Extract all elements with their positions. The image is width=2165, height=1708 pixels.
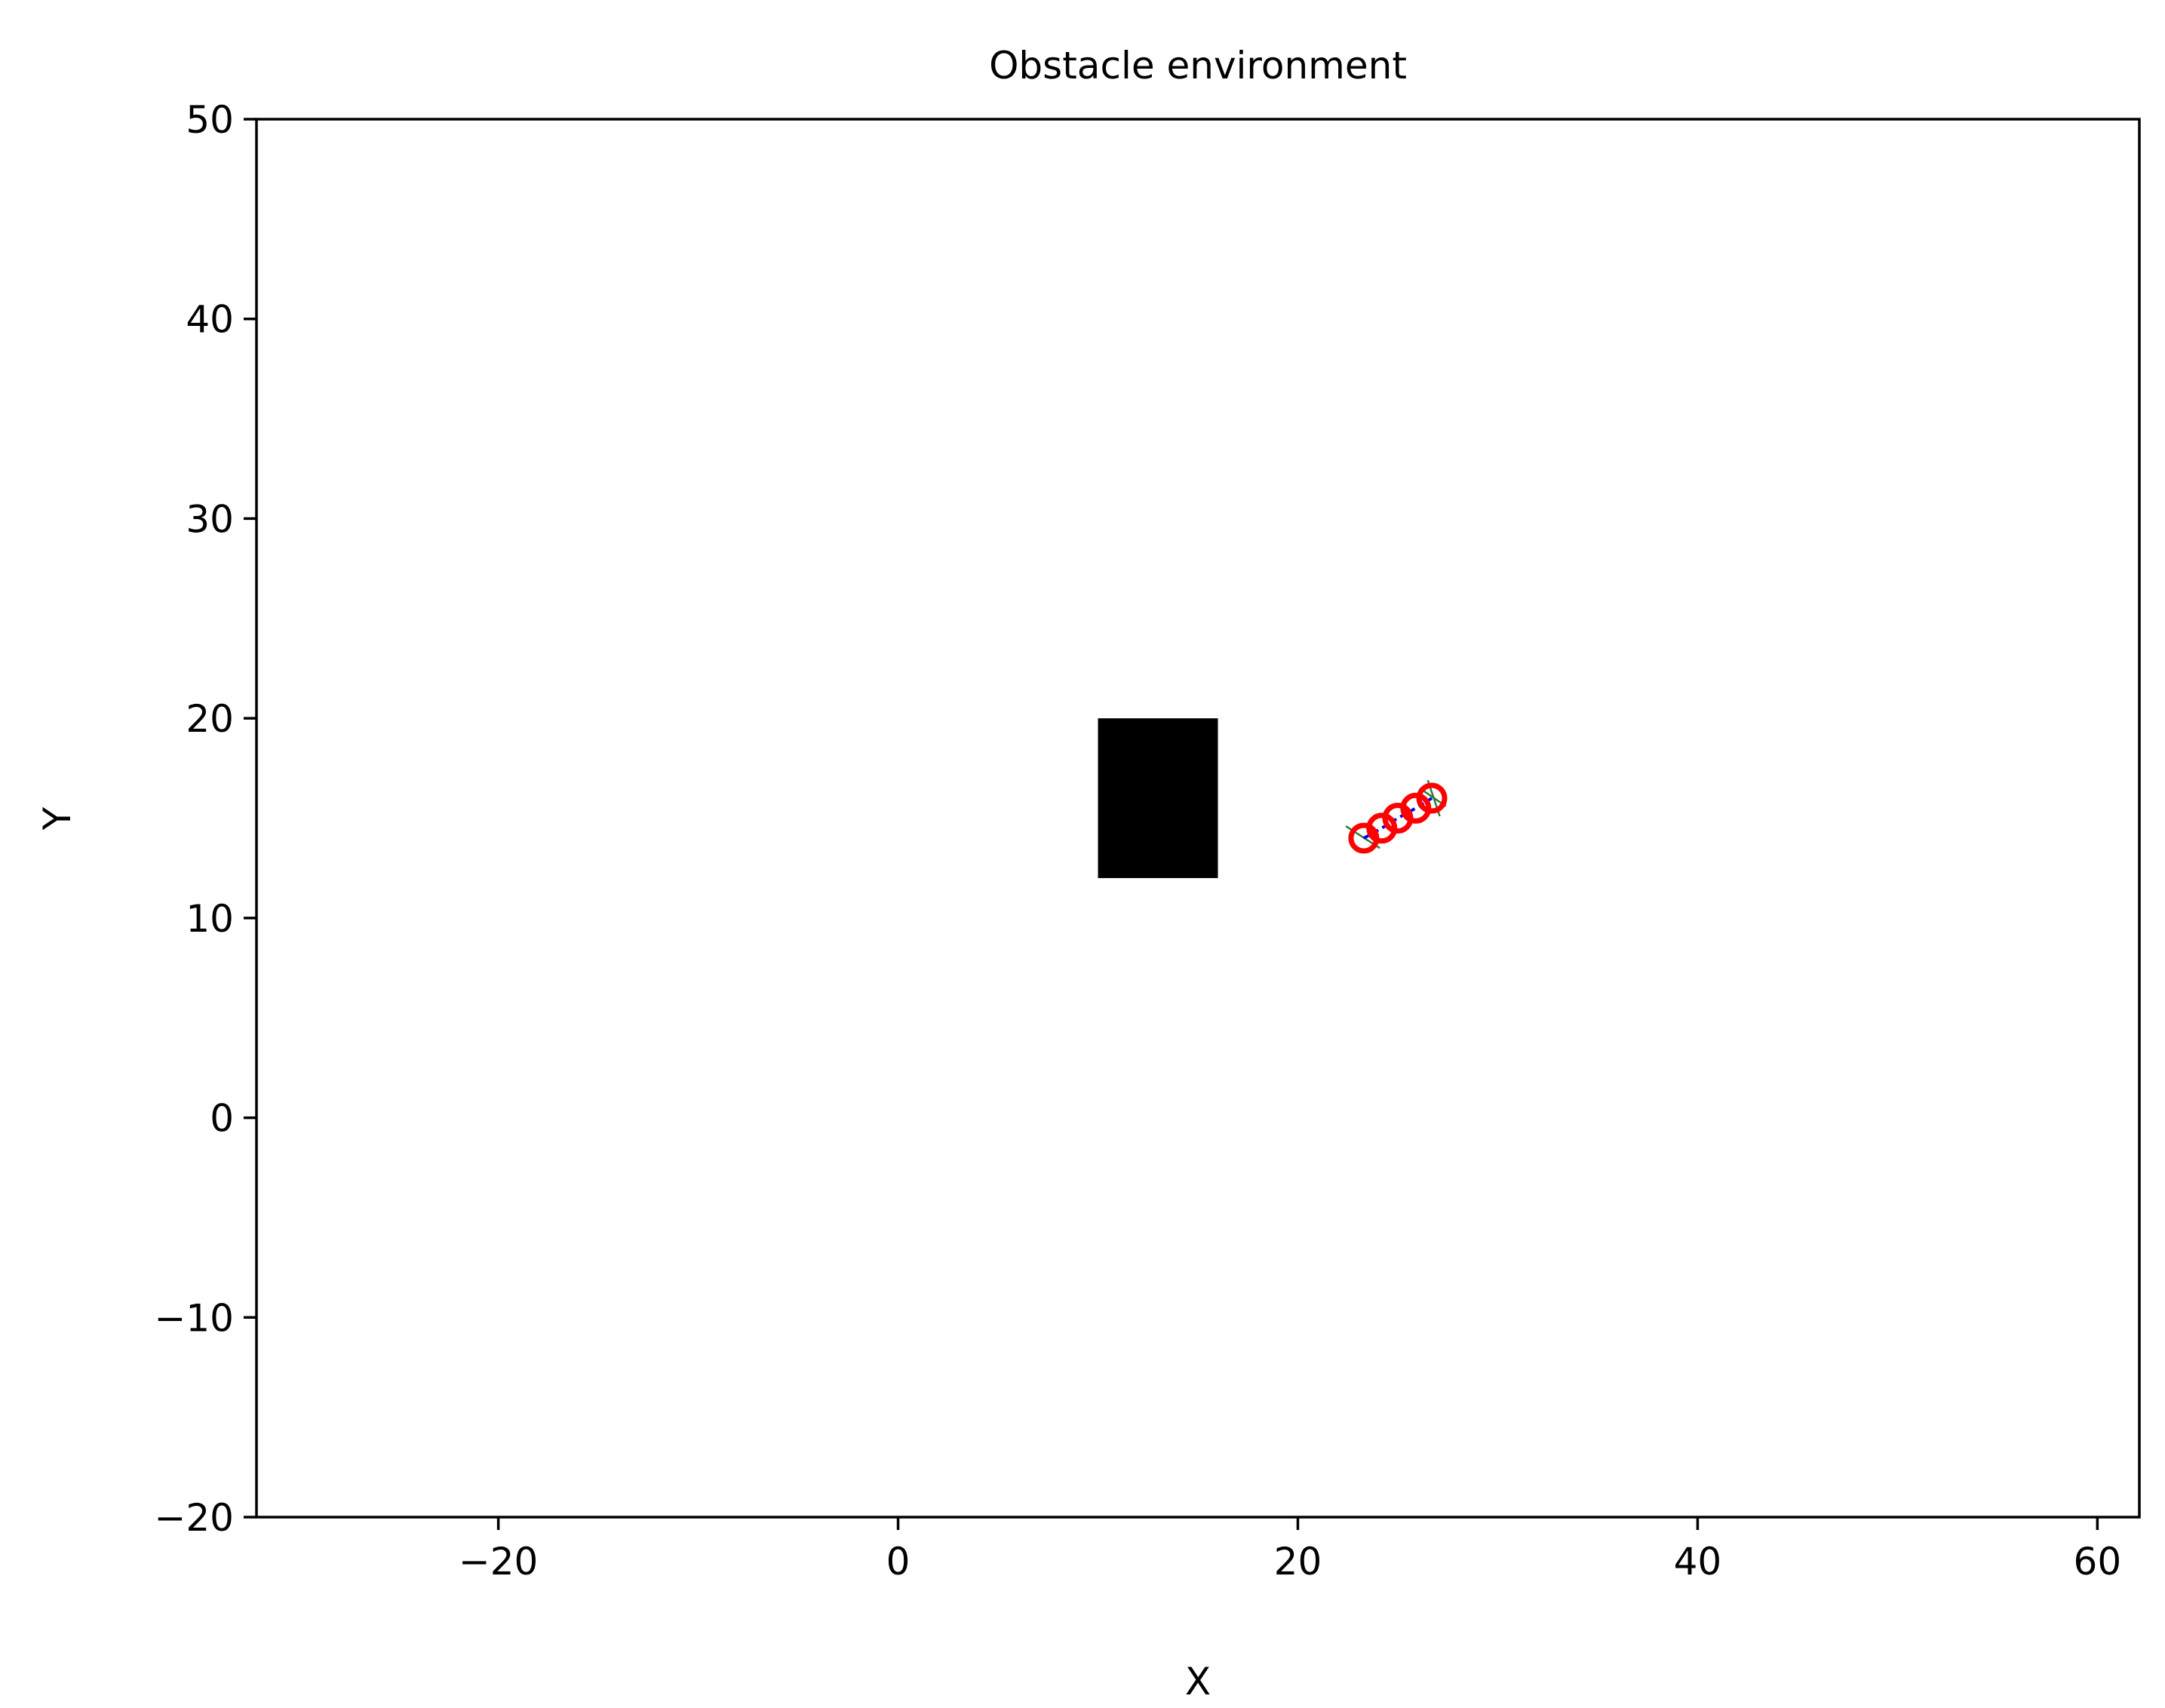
x-tick-label: −20 xyxy=(459,1540,539,1584)
axes-frame xyxy=(255,118,2141,1519)
x-tick-label: 20 xyxy=(1274,1540,1322,1584)
y-tick-label: 10 xyxy=(186,897,234,941)
y-tick-label: 0 xyxy=(210,1097,234,1141)
x-tick-label: 0 xyxy=(886,1540,911,1584)
x-tick-label: 40 xyxy=(1674,1540,1722,1584)
obstacle-1 xyxy=(1098,718,1218,878)
y-tick-label: 40 xyxy=(186,298,234,342)
y-tick-label: −20 xyxy=(154,1496,234,1540)
plot-area xyxy=(1098,718,1448,878)
x-tick-label: 60 xyxy=(2074,1540,2122,1584)
y-axis-label: Y xyxy=(35,806,79,831)
axis-ticks: −20 0 20 40 60 −20 −10 0 10 20 30 40 50 xyxy=(154,98,2121,1584)
y-tick-label: 30 xyxy=(186,497,234,541)
y-tick-label: 50 xyxy=(186,98,234,142)
y-tick-label: −10 xyxy=(154,1296,234,1340)
chart-title: Obstacle environment xyxy=(989,44,1407,88)
x-axis-label: X xyxy=(1185,1660,1211,1703)
y-tick-label: 20 xyxy=(186,697,234,741)
path-marker-5 xyxy=(1416,782,1448,814)
